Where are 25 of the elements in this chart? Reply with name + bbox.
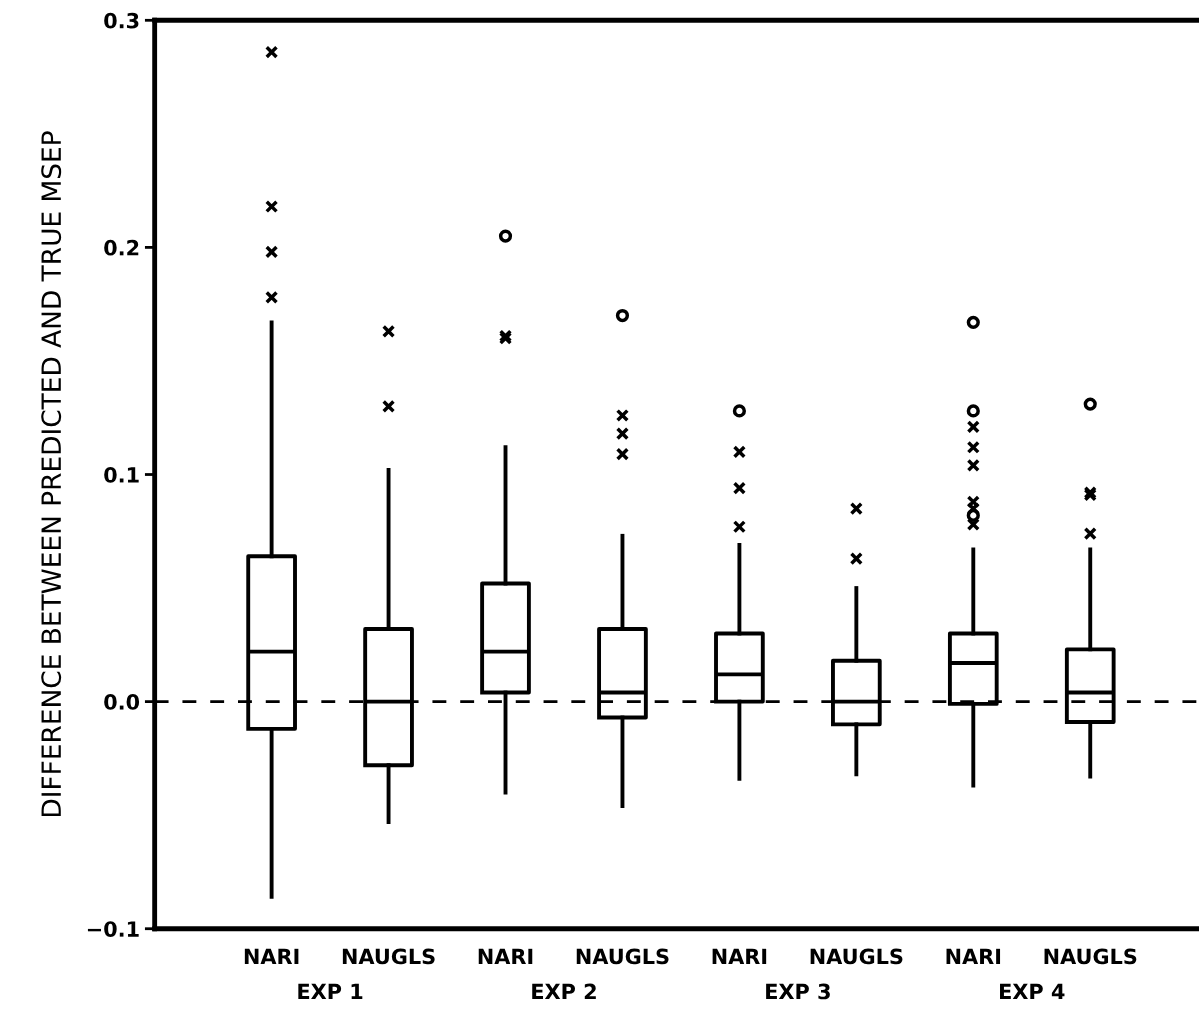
text: EXP 3	[766, 983, 830, 1000]
point	[498, 229, 513, 243]
x-tick-label: NARI	[478, 948, 533, 964]
y-tick-label: 0.3	[104, 12, 139, 29]
y-tick-label: 0.2	[104, 239, 139, 256]
text: EXP 2	[532, 983, 596, 1000]
point	[732, 404, 746, 418]
x-tick-label: NAUGLS	[810, 948, 903, 965]
x-tick-label: NARI	[244, 948, 299, 964]
point	[966, 315, 980, 329]
y-axis-title: DIFFERENCE BETWEEN PREDICTED AND TRUE MSEP	[41, 131, 62, 817]
x-tick-label: NAUGLS	[342, 948, 435, 965]
x-tick-label: NARI	[712, 948, 767, 964]
x-tick-label: NAUGLS	[576, 948, 669, 965]
point	[1083, 397, 1097, 411]
y-tick-label: 0.1	[104, 466, 139, 483]
point	[615, 308, 630, 323]
x-tick-label: NARI	[946, 948, 1001, 964]
point	[966, 404, 980, 418]
y-tick-label: −0.1	[87, 921, 139, 937]
y-tick-label: 0.0	[104, 694, 140, 710]
point	[966, 508, 980, 522]
x-tick-label: NAUGLS	[1044, 948, 1137, 965]
text: EXP 4	[1000, 983, 1065, 1000]
text: EXP 1	[298, 983, 363, 1000]
